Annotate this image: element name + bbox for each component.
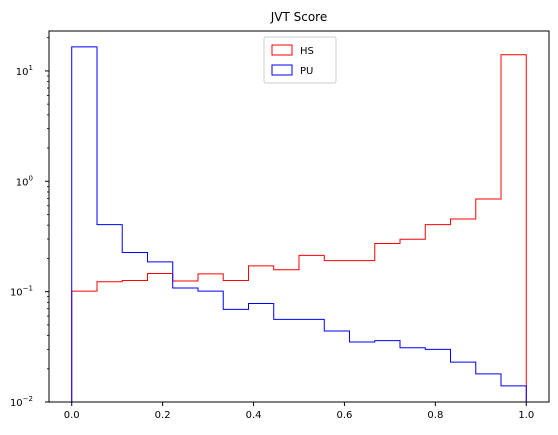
y-tick-exponent: 1 — [29, 64, 33, 72]
legend: HS PU — [263, 36, 337, 84]
x-tick-label: 0.2 — [155, 410, 171, 421]
y-tick-exponent: 0 — [29, 174, 33, 182]
legend-label-hs: HS — [300, 46, 314, 57]
series-hs-step — [71, 54, 527, 402]
legend-box — [263, 36, 337, 84]
y-tick-exponent: −2 — [23, 395, 33, 403]
legend-swatch-hs — [271, 44, 293, 56]
legend-swatch-pu — [271, 64, 293, 76]
series-pu-step — [71, 46, 527, 402]
x-tick-label: 0.4 — [246, 410, 262, 421]
x-tick-label: 0.8 — [427, 410, 443, 421]
x-tick-label: 0.0 — [64, 410, 80, 421]
series-layer — [71, 46, 527, 402]
legend-label-pu: PU — [300, 66, 313, 77]
x-tick-label: 1.0 — [518, 410, 534, 421]
y-tick-exponent: −1 — [23, 285, 33, 293]
chart-title: JVT Score — [270, 10, 328, 24]
x-axis: 0.0 0.2 0.4 0.6 0.8 1.0 — [64, 402, 534, 421]
plot-frame — [48, 30, 550, 403]
x-tick-label: 0.6 — [337, 410, 353, 421]
